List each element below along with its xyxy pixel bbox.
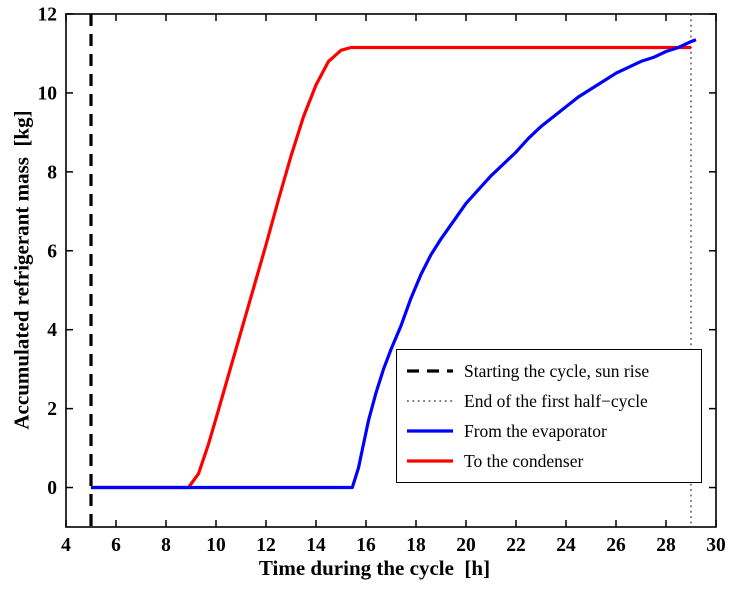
y-tick-label: 0: [47, 478, 57, 499]
x-tick-label: 26: [606, 535, 626, 556]
x-tick-label: 12: [256, 535, 276, 556]
x-axis-label: Time during the cycle [h]: [258, 556, 491, 580]
legend: Starting the cycle, sun rise End of the f…: [396, 349, 702, 483]
x-tick-label: 14: [306, 535, 326, 556]
x-tick-label: 4: [61, 535, 71, 556]
x-tick-label: 18: [406, 535, 426, 556]
x-tick-label: 16: [356, 535, 376, 556]
legend-label: From the evaporator: [464, 420, 607, 441]
x-tick-label: 30: [706, 535, 726, 556]
x-tick-label: 6: [111, 535, 121, 556]
series-to-the-condenser: [91, 45, 691, 490]
series-from-the-evaporator: [91, 38, 697, 490]
x-tick-label: 28: [656, 535, 676, 556]
x-tick-label: 20: [456, 535, 476, 556]
x-tick-label: 8: [161, 535, 171, 556]
legend-item: End of the first half−cycle: [397, 386, 701, 416]
legend-line-sample: [407, 400, 453, 402]
y-tick-label: 12: [38, 5, 58, 26]
legend-label: End of the first half−cycle: [464, 390, 648, 411]
y-tick-label: 4: [47, 320, 57, 341]
legend-item: To the condenser: [397, 446, 701, 476]
plot-frame: [65, 13, 717, 528]
legend-item: From the evaporator: [397, 416, 701, 446]
x-tick-label: 22: [506, 535, 526, 556]
x-tick-label: 10: [206, 535, 226, 556]
y-axis-label: Accumulated refrigerant mass [kg]: [9, 110, 34, 430]
legend-label: Starting the cycle, sun rise: [464, 360, 650, 381]
y-tick-label: 2: [47, 399, 57, 420]
legend-label: To the condenser: [464, 450, 584, 471]
legend-line-sample: [407, 369, 453, 373]
legend-line-sample: [407, 429, 453, 433]
legend-line-sample: [407, 459, 453, 463]
y-tick-label: 6: [47, 241, 57, 262]
x-tick-label: 24: [556, 535, 576, 556]
y-tick-label: 10: [38, 83, 58, 104]
legend-item: Starting the cycle, sun rise: [397, 356, 701, 386]
y-tick-label: 8: [47, 162, 57, 183]
